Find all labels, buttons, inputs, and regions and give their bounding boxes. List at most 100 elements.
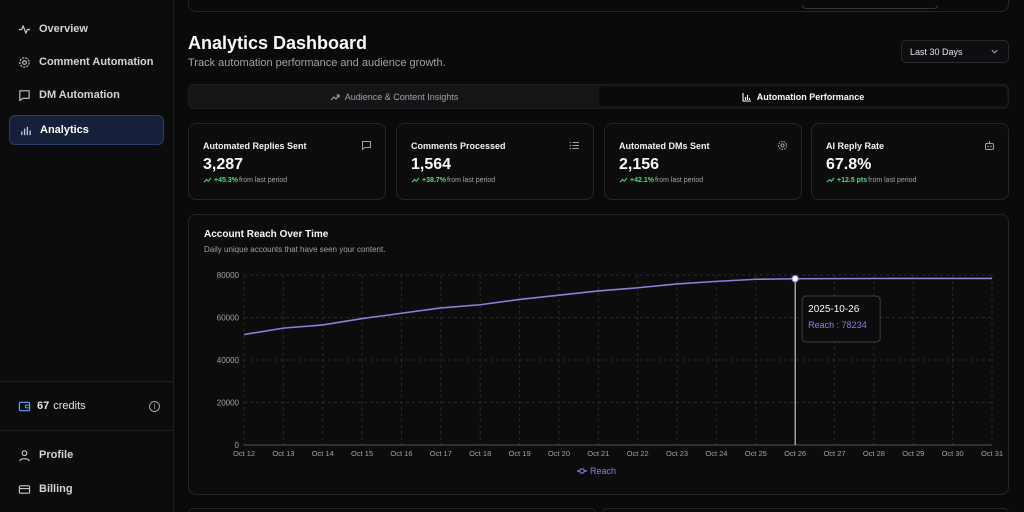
credits-label: credits <box>53 400 86 412</box>
stat-title: AI Reply Rate <box>826 141 885 151</box>
x-tick-label: Oct 28 <box>863 449 885 458</box>
sidebar-divider <box>0 381 174 382</box>
y-tick-label: 60000 <box>217 314 240 323</box>
gear-icon <box>777 140 788 151</box>
x-tick-label: Oct 19 <box>509 449 531 458</box>
info-icon[interactable]: i <box>149 400 160 412</box>
sidebar-item-profile[interactable]: Profile <box>9 440 164 470</box>
date-range-select[interactable]: Last 30 Days <box>901 40 1009 63</box>
trend-up-icon <box>411 176 420 185</box>
stat-title: Comments Processed <box>411 141 506 151</box>
sidebar-item-label: Comment Automation <box>39 56 154 68</box>
stat-card-ai-reply-rate: AI Reply Rate 67.8% +12.5 pts from last … <box>811 123 1009 200</box>
stat-title: Automated Replies Sent <box>203 141 307 151</box>
sidebar: Overview Comment Automation DM Automatio… <box>0 0 174 512</box>
date-range-value: Last 30 Days <box>910 46 963 57</box>
x-tick-label: Oct 30 <box>942 449 964 458</box>
tooltip-date: 2025-10-26 <box>808 304 860 315</box>
stat-delta: +38.7% from last period <box>411 176 495 185</box>
stat-delta-suffix: from last period <box>654 177 704 184</box>
sidebar-item-billing[interactable]: Billing <box>9 474 164 504</box>
sidebar-divider <box>0 430 174 431</box>
trend-up-icon <box>330 92 340 102</box>
stat-delta: +12.5 pts from last period <box>826 176 916 185</box>
list-icon <box>569 140 580 151</box>
trend-up-icon <box>203 176 212 185</box>
tab-label: Audience & Content Insights <box>344 91 459 102</box>
reach-line-chart[interactable]: 0 20000 40000 60000 80000 Oct 12 Oct 13 Oct 14 O… <box>189 215 1010 496</box>
x-tick-label: Oct 24 <box>705 449 727 458</box>
tooltip-value: Reach : 78234 <box>808 320 867 330</box>
x-tick-label: Oct 17 <box>430 449 452 458</box>
stat-delta: +45.3% from last period <box>203 176 287 185</box>
page-subtitle: Track automation performance and audienc… <box>188 57 446 69</box>
message-icon <box>17 88 31 102</box>
chart-subtitle: Daily unique accounts that have seen you… <box>204 245 386 254</box>
main-content: Analytics Dashboard Track automation per… <box>174 0 1024 512</box>
x-tick-label: Oct 21 <box>587 449 609 458</box>
next-card-partial <box>602 508 1009 512</box>
tab-audience-content-insights[interactable]: Audience & Content Insights <box>191 87 597 106</box>
stat-value: 2,156 <box>619 156 660 173</box>
x-tick-label: Oct 29 <box>902 449 924 458</box>
stat-card-dms: Automated DMs Sent 2,156 +42.1% from las… <box>604 123 802 200</box>
gear-icon <box>17 55 31 69</box>
sidebar-item-label: Profile <box>39 449 74 461</box>
y-tick-label: 20000 <box>217 399 240 408</box>
wallet-icon <box>18 400 31 413</box>
stat-delta-value: +38.7% <box>422 177 446 184</box>
next-card-partial <box>188 508 596 512</box>
trend-up-icon <box>619 176 628 185</box>
tab-bar: Audience & Content Insights Automation P… <box>188 84 1009 109</box>
credits-display: 67 credits i <box>18 398 160 414</box>
tooltip-box <box>801 295 881 343</box>
stat-card-replies: Automated Replies Sent 3,287 +45.3% from… <box>188 123 386 200</box>
x-tick-label: Oct 16 <box>390 449 412 458</box>
top-card-partial <box>188 0 1009 12</box>
page-title: Analytics Dashboard <box>188 33 368 53</box>
sidebar-item-dm-automation[interactable]: DM Automation <box>9 80 164 110</box>
y-tick-label: 0 <box>235 441 240 450</box>
sidebar-item-label: Billing <box>39 483 73 495</box>
x-tick-label: Oct 14 <box>312 449 334 458</box>
sidebar-item-label: Overview <box>39 23 88 35</box>
x-tick-label: Oct 13 <box>272 449 294 458</box>
stat-value: 67.8% <box>826 156 872 173</box>
stat-delta-value: +12.5 pts <box>837 177 868 184</box>
sidebar-item-label: DM Automation <box>39 89 120 101</box>
stat-delta-suffix: from last period <box>238 177 288 184</box>
x-tick-label: Oct 12 <box>233 449 255 458</box>
highlight-point <box>791 274 799 283</box>
x-tick-label: Oct 22 <box>627 449 649 458</box>
x-tick-label: Oct 18 <box>469 449 491 458</box>
stat-title: Automated DMs Sent <box>619 141 710 151</box>
bot-icon <box>984 140 995 151</box>
y-tick-label: 80000 <box>217 271 240 280</box>
x-tick-label: Oct 20 <box>548 449 570 458</box>
reach-series-line <box>243 277 992 336</box>
credits-count: 67 <box>37 400 50 412</box>
trend-up-icon <box>826 176 835 185</box>
sidebar-item-label: Analytics <box>40 124 89 136</box>
x-tick-label: Oct 15 <box>351 449 373 458</box>
x-tick-label: Oct 26 <box>784 449 806 458</box>
stat-card-comments: Comments Processed 1,564 +38.7% from las… <box>396 123 594 200</box>
stat-value: 1,564 <box>411 156 452 173</box>
activity-icon <box>17 22 31 36</box>
x-tick-label: Oct 31 <box>981 449 1003 458</box>
chevron-down-icon <box>990 47 999 58</box>
chart-title: Account Reach Over Time <box>204 229 329 240</box>
y-tick-label: 40000 <box>217 356 240 365</box>
stat-delta-value: +42.1% <box>630 177 654 184</box>
stat-delta-value: +45.3% <box>214 177 238 184</box>
chat-icon <box>361 140 372 151</box>
stat-value: 3,287 <box>203 156 244 173</box>
sidebar-item-comment-automation[interactable]: Comment Automation <box>9 47 164 77</box>
chart-card: Account Reach Over Time Daily unique acc… <box>188 214 1009 495</box>
sidebar-item-overview[interactable]: Overview <box>9 14 164 44</box>
bar-chart-icon <box>18 123 32 137</box>
sidebar-item-analytics[interactable]: Analytics <box>9 115 164 145</box>
tab-automation-performance[interactable]: Automation Performance <box>599 87 1007 106</box>
stat-delta-suffix: from last period <box>446 177 496 184</box>
